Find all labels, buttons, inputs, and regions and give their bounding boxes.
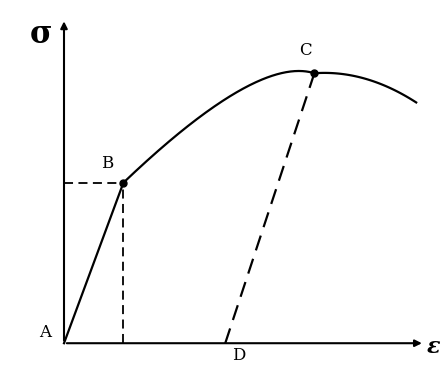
- Text: σ: σ: [30, 19, 52, 49]
- Text: D: D: [232, 347, 245, 364]
- Text: A: A: [39, 325, 51, 341]
- Text: ε: ε: [427, 336, 440, 358]
- Text: B: B: [100, 155, 113, 172]
- Text: C: C: [300, 42, 312, 59]
